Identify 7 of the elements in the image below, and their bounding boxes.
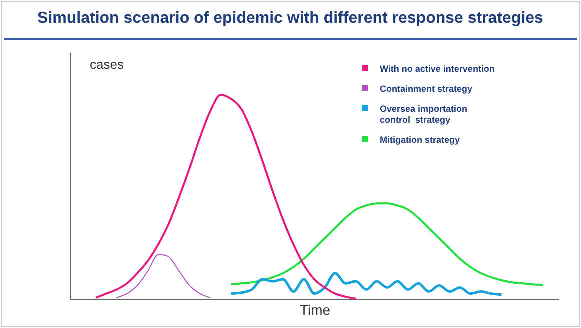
legend-label: Oversea importation control strategy xyxy=(380,104,468,126)
chart-title: Simulation scenario of epidemic with different response strategies xyxy=(36,10,544,28)
x-axis-title: Time xyxy=(300,302,331,318)
y-axis-title: cases xyxy=(90,57,124,72)
legend-label: Containment strategy xyxy=(380,84,473,95)
legend-label: With no active intervention xyxy=(380,64,495,75)
legend-label: Mitigation strategy xyxy=(380,135,460,146)
